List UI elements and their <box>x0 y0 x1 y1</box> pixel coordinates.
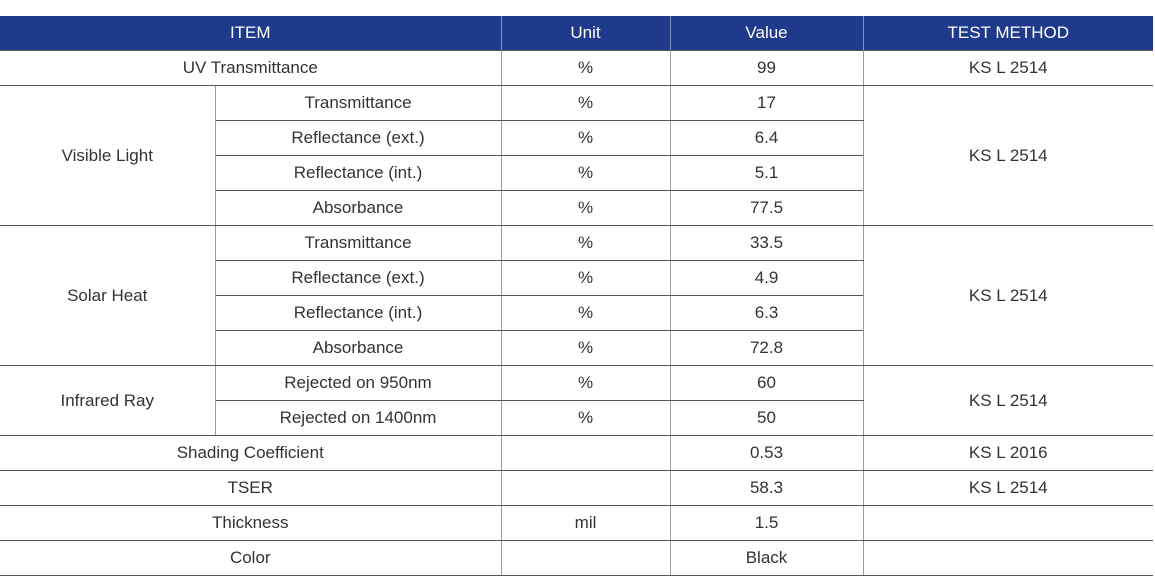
unit-cell: mil <box>500 505 671 541</box>
table-header-row: ITEM Unit Value TEST METHOD <box>0 16 1154 51</box>
unit-cell: % <box>500 50 671 86</box>
header-test-method: TEST METHOD <box>863 16 1154 51</box>
value-cell: Black <box>669 540 864 576</box>
table-row: Reflectance (int.) % 6.3 <box>0 295 1153 331</box>
unit-cell: % <box>500 260 671 296</box>
value-cell: 4.9 <box>669 260 864 296</box>
sub-item-label: Absorbance <box>214 330 502 366</box>
unit-cell: % <box>500 295 671 331</box>
value-cell: 50 <box>669 400 864 436</box>
unit-cell: % <box>500 85 671 121</box>
table-row: UV Transmittance % 99 KS L 2514 <box>0 50 1154 86</box>
header-item: ITEM <box>0 16 502 51</box>
item-label: UV Transmittance <box>0 50 502 86</box>
table-row: Reflectance (int.) % 5.1 <box>0 155 1153 191</box>
header-unit: Unit <box>501 16 671 51</box>
table-row: Rejected on 1400nm % 50 <box>0 400 1153 436</box>
value-cell: 58.3 <box>669 470 864 506</box>
method-cell <box>862 505 1154 541</box>
unit-cell: % <box>500 400 671 436</box>
sub-item-label: Absorbance <box>214 190 502 226</box>
value-cell: 6.3 <box>669 295 864 331</box>
method-cell: KS L 2514 <box>862 50 1154 86</box>
unit-cell: % <box>500 365 671 401</box>
unit-cell: % <box>500 155 671 191</box>
value-cell: 5.1 <box>669 155 864 191</box>
table-row: Solar Heat Transmittance % 33.5 KS L 251… <box>0 225 1154 366</box>
sub-item-label: Rejected on 950nm <box>214 365 502 401</box>
method-cell <box>862 540 1154 576</box>
value-cell: 0.53 <box>669 435 864 471</box>
table-row: Visible Light Transmittance % 17 KS L 25… <box>0 85 1154 226</box>
table-row: Reflectance (ext.) % 6.4 <box>0 120 1153 156</box>
value-cell: 60 <box>669 365 864 401</box>
unit-cell: % <box>500 190 671 226</box>
sub-item-label: Transmittance <box>214 85 502 121</box>
table-row: TSER 58.3 KS L 2514 <box>0 470 1154 506</box>
table-row: Absorbance % 77.5 <box>0 190 1153 226</box>
sub-item-label: Rejected on 1400nm <box>214 400 502 436</box>
table-row: Absorbance % 72.8 <box>0 330 1153 366</box>
table-row: Reflectance (ext.) % 4.9 <box>0 260 1153 296</box>
value-cell: 33.5 <box>669 225 864 261</box>
unit-cell <box>500 540 671 576</box>
method-cell: KS L 2016 <box>862 435 1154 471</box>
table-row: Shading Coefficient 0.53 KS L 2016 <box>0 435 1154 471</box>
sub-item-label: Reflectance (int.) <box>214 155 502 191</box>
sub-item-label: Transmittance <box>214 225 502 261</box>
table-row: Thickness mil 1.5 <box>0 505 1154 541</box>
group-label: Visible Light <box>0 85 216 226</box>
table-row: Color Black <box>0 540 1154 576</box>
unit-cell: % <box>500 330 671 366</box>
sub-item-label: Reflectance (ext.) <box>214 120 502 156</box>
method-cell: KS L 2514 <box>862 365 1154 436</box>
value-cell: 72.8 <box>669 330 864 366</box>
sub-item-label: Reflectance (int.) <box>214 295 502 331</box>
table-row: Infrared Ray Rejected on 950nm % 60 KS L… <box>0 365 1154 436</box>
value-cell: 6.4 <box>669 120 864 156</box>
unit-cell: % <box>500 225 671 261</box>
value-cell: 77.5 <box>669 190 864 226</box>
header-value: Value <box>670 16 864 51</box>
unit-cell <box>500 470 671 506</box>
item-label: Thickness <box>0 505 502 541</box>
group-label: Solar Heat <box>0 225 216 366</box>
value-cell: 1.5 <box>669 505 864 541</box>
sub-item-label: Reflectance (ext.) <box>214 260 502 296</box>
item-label: Color <box>0 540 502 576</box>
group-label: Infrared Ray <box>0 365 216 436</box>
method-cell: KS L 2514 <box>862 85 1154 226</box>
value-cell: 17 <box>669 85 864 121</box>
unit-cell: % <box>500 120 671 156</box>
value-cell: 99 <box>669 50 864 86</box>
unit-cell <box>500 435 671 471</box>
method-cell: KS L 2514 <box>862 470 1154 506</box>
spec-table: ITEM Unit Value TEST METHOD UV Transmitt… <box>0 16 1154 576</box>
method-cell: KS L 2514 <box>862 225 1154 366</box>
item-label: Shading Coefficient <box>0 435 502 471</box>
item-label: TSER <box>0 470 502 506</box>
